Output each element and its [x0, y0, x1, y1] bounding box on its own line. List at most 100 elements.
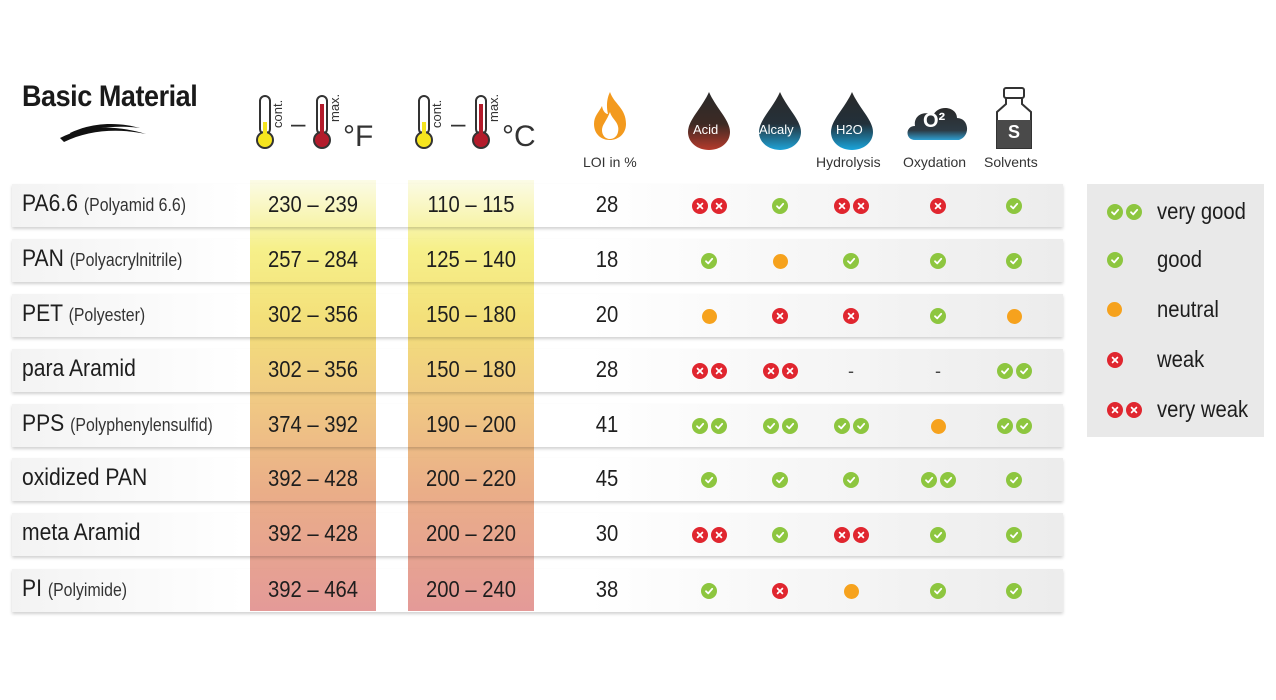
legend-label: neutral — [1157, 296, 1219, 322]
legend-item: very weak — [1107, 396, 1261, 423]
oxydation-rating — [908, 417, 968, 435]
loi-value: 30 — [595, 520, 619, 546]
check-icon — [772, 198, 788, 214]
check-icon — [843, 253, 859, 269]
legend-icons — [1107, 203, 1151, 220]
material-name: PPS (Polyphenylensulfid) — [22, 410, 213, 438]
oxygen-cloud-icon — [907, 107, 968, 140]
cross-icon — [852, 198, 869, 214]
material-name: PI (Polyimide) — [22, 575, 127, 603]
check-icon — [1107, 251, 1123, 268]
temp-f-cont-label: cont. — [270, 99, 285, 128]
solvents-rating — [984, 526, 1044, 544]
solvents-rating — [984, 252, 1044, 270]
check-icon — [996, 418, 1013, 434]
swoosh-logo-icon — [60, 123, 146, 142]
solvents-rating — [984, 417, 1044, 435]
cross-icon — [781, 363, 798, 379]
legend: very good good neutral weak very weak — [1087, 184, 1264, 437]
acid-rating — [679, 526, 739, 544]
table-row — [12, 294, 1063, 337]
legend-icons — [1107, 351, 1151, 368]
alcaly-rating — [750, 252, 810, 270]
oxydation-rating — [908, 526, 968, 544]
solvents-icon-label: S — [1008, 122, 1021, 142]
check-icon — [930, 527, 946, 543]
loi-value: 28 — [595, 191, 619, 217]
check-icon — [1006, 527, 1022, 543]
legend-icons — [1107, 401, 1151, 418]
temp-c-value: 150 – 180 — [425, 301, 517, 327]
legend-icons — [1107, 302, 1151, 317]
check-icon — [762, 418, 779, 434]
temp-c-dash: – — [451, 108, 466, 138]
check-icon — [772, 472, 788, 488]
cross-icon — [710, 198, 727, 214]
check-icon — [930, 583, 946, 599]
solvents-rating — [984, 197, 1044, 215]
temp-f-value: 392 – 464 — [267, 576, 359, 602]
table-row — [12, 239, 1063, 282]
hydrolysis-rating — [821, 526, 881, 544]
material-abbr: para Aramid — [22, 355, 136, 382]
material-abbr: PA6.6 — [22, 190, 78, 217]
material-fullname: (Polyimide) — [47, 580, 128, 600]
temp-c-value: 200 – 220 — [425, 465, 517, 491]
material-name: meta Aramid — [22, 519, 141, 547]
check-icon — [920, 472, 937, 488]
alcaly-rating — [750, 307, 810, 325]
acid-rating — [679, 252, 739, 270]
temp-f-value: 230 – 239 — [267, 191, 359, 217]
acid-rating — [679, 582, 739, 600]
check-icon — [772, 527, 788, 543]
material-name: para Aramid — [22, 355, 136, 383]
hydrolysis-rating: - — [821, 360, 881, 381]
temp-c-value: 190 – 200 — [425, 411, 517, 437]
check-icon — [1126, 203, 1142, 220]
temp-c-value: 125 – 140 — [425, 246, 517, 272]
acid-rating — [679, 197, 739, 215]
cross-icon — [1107, 351, 1123, 368]
hydrolysis-rating — [821, 307, 881, 325]
cross-icon — [833, 198, 850, 214]
oxydation-label: Oxydation — [903, 154, 967, 170]
cross-icon — [852, 527, 869, 543]
temp-c-value: 150 – 180 — [425, 356, 517, 382]
oxydation-rating — [908, 582, 968, 600]
solvents-rating — [984, 307, 1044, 325]
neutral-dot-icon — [772, 253, 788, 269]
hydrolysis-rating — [821, 471, 881, 489]
hydrolysis-rating — [821, 582, 881, 600]
alcaly-rating — [750, 417, 810, 435]
check-icon — [930, 253, 946, 269]
cross-icon — [930, 198, 946, 214]
temp-f-unit: °F — [343, 120, 374, 153]
check-icon — [1006, 583, 1022, 599]
alcaly-rating — [750, 471, 810, 489]
cross-icon — [1126, 401, 1142, 418]
h2o-label: H2O — [836, 122, 863, 137]
loi-value: 45 — [595, 465, 619, 491]
no-data-dash: - — [848, 360, 854, 381]
oxydation-rating — [908, 307, 968, 325]
cross-icon — [691, 198, 708, 214]
loi-value: 28 — [595, 356, 619, 382]
temp-f-value: 392 – 428 — [267, 465, 359, 491]
check-icon — [701, 583, 717, 599]
page-title: Basic Material — [22, 80, 198, 113]
loi-label: LOI in % — [583, 154, 637, 170]
alcaly-rating — [750, 362, 810, 380]
neutral-dot-icon — [843, 583, 859, 599]
temp-f-max-label: max. — [327, 93, 342, 122]
hydrolysis-rating — [821, 252, 881, 270]
water-drop-icon — [831, 92, 873, 150]
material-abbr: oxidized PAN — [22, 464, 148, 491]
material-name: oxidized PAN — [22, 464, 147, 492]
check-icon — [1006, 198, 1022, 214]
material-abbr: meta Aramid — [22, 519, 141, 546]
thermometer-max-icon — [472, 95, 490, 149]
table-row — [12, 513, 1063, 556]
material-abbr: PI — [22, 575, 42, 602]
solvents-rating — [984, 471, 1044, 489]
alcaly-drop-icon — [759, 92, 801, 150]
